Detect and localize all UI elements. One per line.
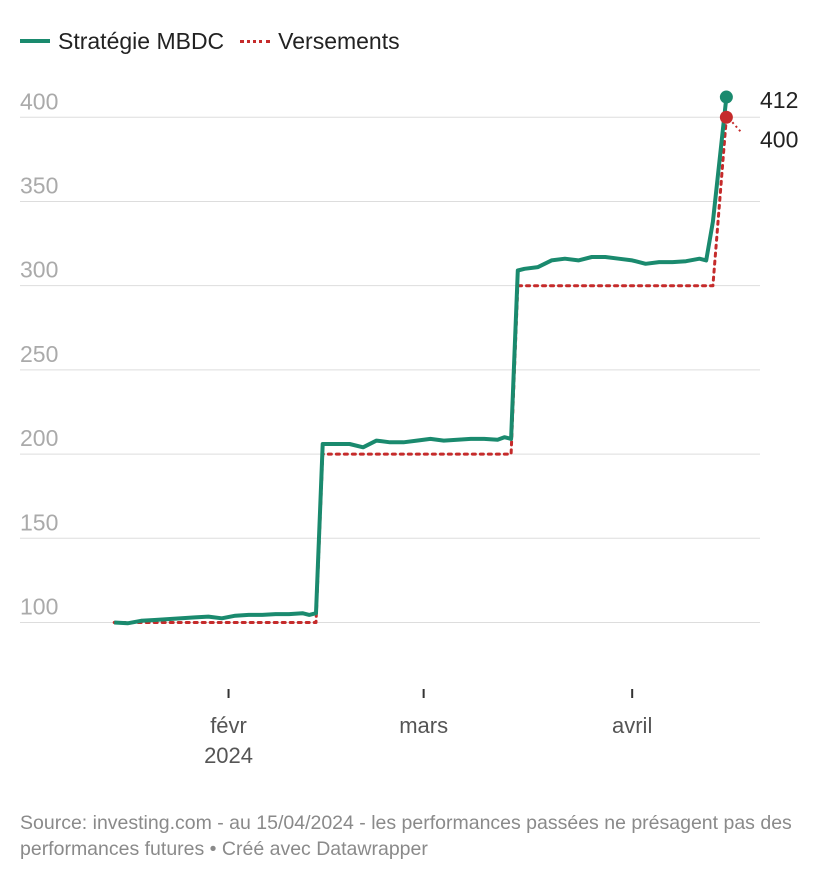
end-label-versements: 400 — [760, 126, 798, 152]
line-chart: 100 150 200 250 300 350 400 févr 2024 mars avril 41… — [20, 87, 798, 768]
legend-item-strategy: Stratégie MBDC — [20, 28, 224, 55]
source-note: Source: investing.com - au 15/04/2024 - … — [20, 812, 792, 860]
y-tick-label-200: 200 — [20, 425, 58, 451]
chart-legend: Stratégie MBDC Versements — [20, 26, 416, 56]
x-tick-label-févr: févr — [210, 713, 247, 738]
series-line-versements — [112, 115, 728, 624]
legend-swatch-deposits — [240, 39, 271, 43]
x-tick-sublabel-févr: 2024 — [204, 743, 253, 768]
legend-label-strategy: Stratégie MBDC — [58, 27, 225, 54]
legend-swatch-strategy — [20, 39, 50, 43]
y-tick-label-400: 400 — [20, 88, 58, 114]
end-point-strategie-mbdc — [719, 90, 733, 104]
end-label-strategie-mbdc: 412 — [760, 87, 798, 113]
end-label-connector-versements — [731, 121, 742, 132]
y-tick-label-100: 100 — [20, 593, 58, 619]
y-tick-label-250: 250 — [20, 341, 58, 367]
x-tick-label-mars: mars — [399, 713, 448, 738]
y-tick-label-150: 150 — [20, 509, 58, 535]
series-line-strategie-mbdc — [114, 96, 729, 626]
legend-item-deposits: Versements — [240, 27, 400, 55]
end-point-versements — [719, 110, 733, 124]
x-tick-label-avril: avril — [612, 713, 652, 738]
legend-label-deposits: Versements — [278, 27, 400, 54]
y-tick-label-350: 350 — [20, 172, 58, 198]
y-tick-label-300: 300 — [20, 257, 58, 283]
